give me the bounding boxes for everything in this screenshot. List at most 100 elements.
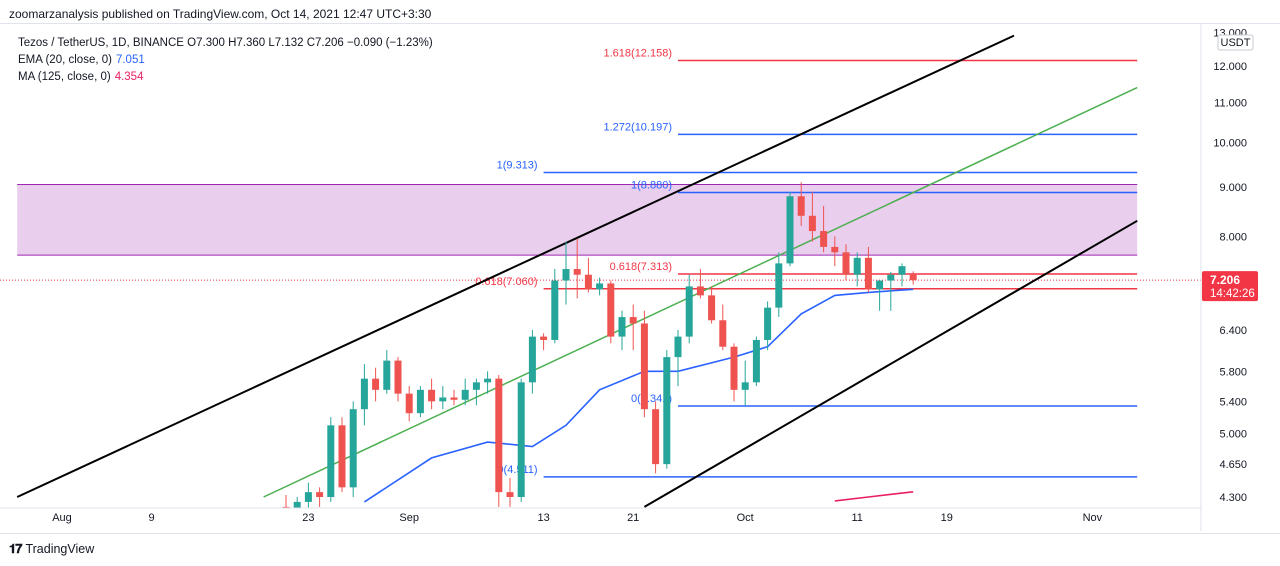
candle-body	[327, 425, 335, 497]
channel-upper-line	[16, 34, 1015, 498]
candle-body	[360, 378, 368, 410]
x-tick-label: 23	[302, 512, 314, 524]
candle-body	[652, 409, 660, 465]
candle-body	[831, 246, 839, 253]
candle	[360, 364, 368, 426]
candle	[372, 367, 380, 402]
ma-label: MA (125, close, 0)	[18, 71, 111, 83]
candle	[439, 386, 447, 410]
candle	[909, 271, 917, 285]
tradingview-logo-icon: 𝟏𝟕	[9, 541, 23, 556]
candle-body	[304, 492, 312, 502]
candle	[719, 304, 727, 351]
candle-body	[685, 286, 693, 337]
currency-label: USDT	[1221, 37, 1251, 49]
ma-value: 4.354	[114, 71, 144, 83]
candle	[618, 310, 626, 351]
symbol-line: Tezos / TetherUS, 1D, BINANCE O7.300 H7.…	[18, 37, 433, 49]
currency-badge	[1217, 34, 1254, 51]
candle-body	[349, 409, 357, 488]
candle	[864, 246, 872, 293]
candle	[282, 495, 290, 508]
y-tick-label: 9.000	[1219, 182, 1247, 194]
candle	[764, 301, 772, 351]
candle	[450, 389, 458, 406]
candle-body	[551, 280, 559, 340]
candle	[853, 252, 861, 287]
candle	[663, 350, 671, 469]
candle-body	[820, 231, 828, 247]
y-tick-label: 10.000	[1213, 138, 1247, 150]
tradingview-brand[interactable]: 𝟏𝟕 TradingView	[9, 541, 94, 557]
candle-body	[484, 378, 492, 383]
x-tick-label: Oct	[737, 512, 754, 524]
fib-level-label: 0(4.511)	[497, 464, 537, 476]
candle-body	[719, 320, 727, 347]
chart-frame	[0, 23, 1280, 534]
candle-body	[708, 295, 716, 321]
candle-body	[640, 323, 648, 410]
candle-body	[338, 425, 346, 488]
candle	[596, 277, 604, 296]
candle-body	[607, 283, 615, 337]
candle-body	[316, 492, 324, 497]
candle-body	[887, 274, 895, 281]
fib-level-label: 1.272(10.197)	[604, 121, 673, 133]
y-tick-label: 12.000	[1213, 61, 1247, 73]
candle-body	[741, 382, 749, 390]
candle	[383, 350, 391, 394]
candle-body	[293, 501, 301, 508]
candle-body	[461, 389, 469, 400]
candle	[316, 487, 324, 507]
candle	[685, 274, 693, 344]
candle	[506, 477, 514, 507]
candle	[416, 386, 424, 418]
ema20-line	[363, 288, 914, 503]
candle-body	[808, 215, 816, 232]
candle-body	[909, 274, 917, 281]
candle	[517, 378, 525, 502]
candle-body	[562, 269, 570, 281]
candle	[786, 191, 794, 267]
candle	[741, 360, 749, 406]
fib-level-label: 1(9.313)	[497, 159, 538, 171]
ema-label: EMA (20, close, 0)	[18, 54, 112, 66]
candle-body	[416, 389, 424, 414]
y-tick-label: 8.000	[1219, 231, 1247, 243]
y-tick-label: 4.300	[1219, 492, 1247, 504]
channel-lower-line	[643, 219, 1138, 508]
last-price-value: 7.206	[1210, 273, 1240, 287]
candle	[842, 244, 850, 281]
candle-body	[584, 274, 592, 290]
candle	[394, 357, 402, 402]
fib-level-label: 1(8.880)	[631, 179, 672, 191]
candle	[808, 191, 816, 242]
candle	[775, 252, 783, 318]
candle-body	[450, 397, 458, 400]
candle-body	[674, 336, 682, 358]
x-tick-label: Sep	[399, 512, 419, 524]
candle-body	[282, 506, 290, 508]
candle	[461, 378, 469, 406]
candle	[820, 205, 828, 253]
candle	[349, 401, 357, 497]
fib-level-label: 0.618(7.313)	[610, 261, 672, 273]
candle-body	[506, 492, 514, 497]
candle	[327, 417, 335, 502]
candle	[640, 310, 648, 418]
candle	[293, 497, 301, 508]
candle	[573, 238, 581, 299]
candle	[584, 257, 592, 293]
candle-body	[752, 339, 760, 383]
candle-body	[663, 357, 671, 465]
candle-body	[853, 257, 861, 275]
candle	[607, 280, 615, 344]
x-tick-label: Nov	[1083, 512, 1103, 524]
candle-body	[842, 252, 850, 275]
candle-body	[383, 360, 391, 390]
candle	[876, 280, 884, 311]
ma-legend: MA (125, close, 0) 4.354	[18, 69, 433, 86]
x-tick-label: 19	[941, 512, 953, 524]
x-tick-label: 9	[149, 512, 155, 524]
